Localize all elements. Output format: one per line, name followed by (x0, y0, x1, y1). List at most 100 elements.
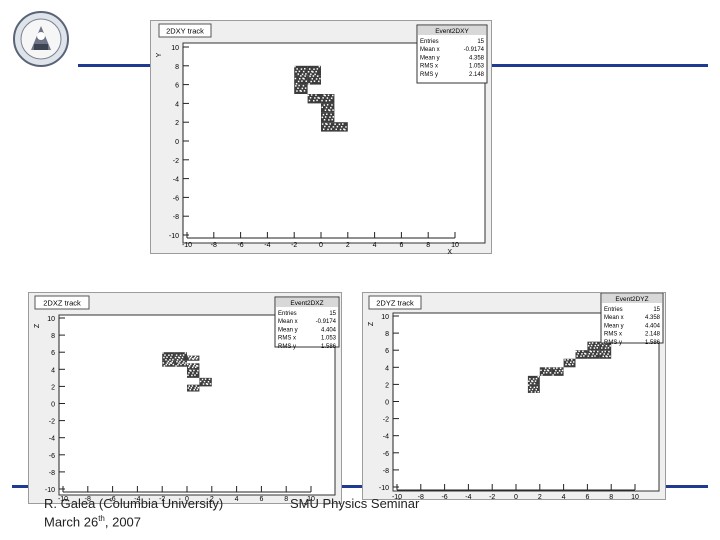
hit-speckle (602, 355, 605, 358)
hit-speckle (580, 355, 582, 358)
hit-speckle (162, 362, 165, 364)
hit-speckle (298, 77, 301, 80)
stats-name: Event2DXZ (290, 300, 323, 307)
hit-speckle (300, 68, 303, 70)
hit-cell (294, 65, 308, 76)
hit-speckle (537, 375, 540, 378)
hit-speckle (345, 126, 347, 128)
hit-speckle (335, 128, 338, 131)
stats-value: 4.358 (645, 315, 661, 321)
hit-speckle (308, 68, 311, 70)
hit-speckle (172, 363, 175, 366)
hit-speckle (190, 370, 192, 372)
stats-value: 1.586 (645, 340, 661, 346)
hit-speckle (170, 356, 172, 359)
hit-speckle (192, 358, 195, 360)
hit-speckle (331, 104, 333, 106)
hit-speckle (300, 75, 302, 77)
hit-speckle (536, 386, 538, 388)
hit-speckle (605, 355, 607, 357)
hit-speckle (194, 355, 197, 358)
hit-speckle (170, 362, 173, 364)
hit-speckle (296, 90, 298, 92)
y-tick-label: -2 (49, 419, 55, 426)
stats-value: 4.358 (469, 55, 485, 61)
x-tick-label: 6 (399, 242, 403, 249)
x-tick-label: -8 (418, 494, 424, 501)
x-tick-label: 10 (631, 494, 639, 501)
hit-speckle (185, 362, 187, 364)
hit-speckle (172, 358, 174, 361)
hit-speckle (302, 77, 304, 80)
hit-speckle (590, 344, 593, 347)
hit-speckle (171, 354, 173, 356)
hit-speckle (326, 104, 329, 106)
hit-cell (321, 103, 335, 113)
hit-speckle (583, 355, 585, 357)
hit-speckle (327, 94, 330, 97)
x-axis-title: X (447, 249, 452, 255)
hit-speckle (310, 94, 313, 96)
hit-speckle (191, 385, 194, 387)
hit-speckle (179, 360, 181, 363)
hit-speckle (192, 372, 194, 374)
hit-cell (162, 352, 175, 361)
hit-speckle (325, 122, 327, 125)
stats-label: Mean x (420, 47, 440, 53)
footer-rule-left (12, 485, 34, 488)
stats-value: 1.053 (469, 64, 485, 70)
stats-value: 4.404 (321, 327, 337, 333)
hit-speckle (298, 70, 301, 73)
x-tick-label: 8 (284, 496, 288, 503)
y-tick-label: -8 (173, 214, 179, 221)
hit-speckle (316, 99, 318, 102)
stats-label: Entries (420, 39, 439, 45)
hit-speckle (537, 390, 539, 393)
hit-speckle (301, 87, 304, 90)
hit-speckle (554, 372, 556, 374)
hit-speckle (294, 65, 296, 68)
hit-speckle (309, 75, 311, 78)
hit-cell (587, 341, 600, 351)
hit-speckle (552, 374, 554, 376)
hit-speckle (167, 360, 170, 363)
stats-label: RMS y (278, 344, 296, 350)
hit-speckle (187, 374, 189, 377)
y-tick-label: 10 (47, 316, 55, 323)
hit-speckle (193, 357, 196, 359)
hit-speckle (166, 362, 169, 364)
hit-speckle (532, 378, 535, 380)
y-tick-label: 4 (51, 367, 55, 374)
title-box (368, 295, 422, 310)
hit-speckle (302, 70, 305, 73)
hit-speckle (594, 344, 597, 347)
hit-speckle (558, 369, 561, 372)
stats-label: RMS x (604, 332, 622, 338)
hit-speckle (343, 128, 345, 130)
hit-speckle (603, 353, 605, 355)
hit-cell (307, 75, 321, 85)
hit-speckle (195, 364, 198, 367)
hit-speckle (169, 359, 171, 361)
stats-value: 15 (477, 39, 484, 45)
hit-speckle (310, 73, 312, 75)
hit-speckle (184, 363, 186, 366)
hit-speckle (169, 362, 172, 364)
stats-value: 2.148 (469, 72, 485, 78)
y-tick-label: 6 (51, 350, 55, 357)
y-tick-label: -8 (383, 468, 389, 475)
hit-speckle (326, 97, 329, 99)
y-tick-label: 6 (175, 83, 179, 90)
hit-speckle (176, 359, 179, 361)
hit-speckle (311, 78, 314, 80)
hit-speckle (588, 352, 591, 355)
hit-speckle (325, 100, 328, 102)
hit-speckle (328, 125, 330, 128)
footer-rule-right (666, 485, 708, 488)
x-tick-label: -2 (489, 494, 495, 501)
chart-title: 2DYZ track (376, 299, 414, 308)
hit-speckle (578, 350, 580, 352)
x-tick-label: 8 (426, 242, 430, 249)
y-tick-label: 8 (175, 64, 179, 71)
